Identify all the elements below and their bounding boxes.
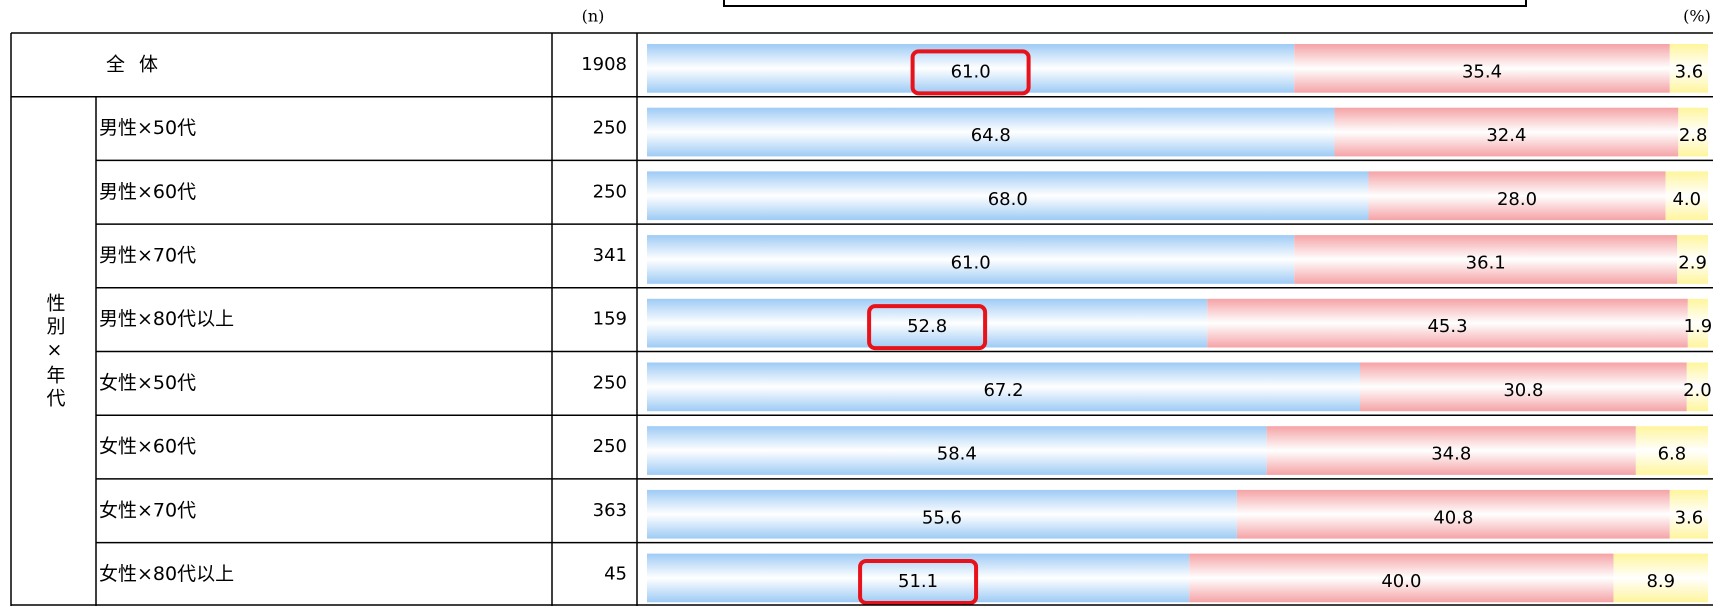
bar-segment — [1669, 44, 1708, 93]
n-value: 250 — [593, 118, 627, 139]
bar-segment — [1189, 553, 1614, 603]
n-label: (n) — [582, 7, 605, 26]
value-label: 6.8 — [1658, 444, 1687, 465]
n-value: 363 — [593, 500, 627, 521]
bar-segment — [1368, 171, 1666, 221]
bar-segment — [1334, 107, 1679, 157]
value-label: 32.4 — [1486, 125, 1526, 146]
value-label: 2.0 — [1683, 380, 1712, 401]
value-label: 52.8 — [907, 316, 947, 337]
bar-segment — [1665, 171, 1708, 221]
highlight-box — [910, 49, 1031, 96]
n-value: 341 — [593, 245, 627, 266]
bar-segment — [647, 171, 1369, 221]
n-value: 1908 — [581, 54, 627, 75]
n-value: 159 — [593, 309, 627, 330]
bar-segment — [647, 489, 1237, 539]
value-label: 45.3 — [1427, 316, 1467, 337]
bar-segment — [1677, 235, 1708, 284]
highlight-box — [867, 304, 988, 351]
row-label: 女性×80代以上 — [99, 563, 234, 585]
value-label: 55.6 — [922, 507, 962, 528]
value-label: 4.0 — [1672, 189, 1701, 210]
value-label: 64.8 — [971, 125, 1011, 146]
value-label: 40.8 — [1433, 507, 1473, 528]
value-label: 1.9 — [1684, 316, 1713, 337]
bar-segment — [1207, 298, 1688, 348]
highlight-box — [858, 558, 979, 605]
value-label: 8.9 — [1646, 571, 1675, 592]
row-label: 男性×60代 — [99, 181, 196, 203]
value-label: 61.0 — [951, 61, 991, 82]
row-label: 女性×70代 — [99, 499, 196, 521]
row-label: 女性×60代 — [99, 436, 196, 458]
bar-segment — [647, 362, 1360, 412]
n-value: 250 — [593, 436, 627, 457]
value-label: 2.8 — [1679, 125, 1708, 146]
n-value: 45 — [604, 563, 627, 584]
legend-box — [723, 0, 1527, 7]
value-label: 67.2 — [983, 380, 1023, 401]
n-value: 250 — [593, 372, 627, 393]
bar-segment — [1686, 362, 1708, 412]
value-label: 2.9 — [1678, 252, 1707, 273]
value-label: 35.4 — [1462, 61, 1502, 82]
bar-segment — [1294, 44, 1670, 93]
row-label: 女性×50代 — [99, 372, 196, 394]
bar-segment — [1669, 489, 1708, 539]
n-value: 250 — [593, 181, 627, 202]
bar-segment — [1635, 426, 1708, 475]
row-label: 男性×80代以上 — [99, 308, 234, 330]
bar-segment — [647, 107, 1335, 157]
value-label: 3.6 — [1675, 507, 1704, 528]
bar-segment — [647, 426, 1267, 475]
bar-segment — [647, 235, 1295, 284]
value-label: 51.1 — [898, 571, 938, 592]
value-label: 68.0 — [988, 189, 1028, 210]
value-label: 28.0 — [1497, 189, 1537, 210]
value-label: 3.6 — [1675, 61, 1704, 82]
value-label: 34.8 — [1431, 444, 1471, 465]
value-label: 30.8 — [1503, 380, 1543, 401]
bar-segment — [1294, 235, 1678, 284]
value-label: 40.0 — [1381, 571, 1421, 592]
value-label: 61.0 — [951, 252, 991, 273]
value-label: 58.4 — [937, 444, 977, 465]
bar-segment — [1678, 107, 1708, 157]
row-label: 男性×50代 — [99, 117, 196, 139]
bar-segment — [1359, 362, 1687, 412]
bar-segment — [1613, 553, 1708, 603]
row-label: 全 体 — [106, 53, 162, 75]
bar-segment — [1687, 298, 1708, 348]
unit-label: (%) — [1683, 7, 1711, 26]
value-label: 36.1 — [1466, 252, 1506, 273]
group-label: 性別×年代 — [44, 293, 66, 411]
row-label: 男性×70代 — [99, 244, 196, 266]
bar-segment — [1266, 426, 1636, 475]
bar-segment — [1236, 489, 1670, 539]
